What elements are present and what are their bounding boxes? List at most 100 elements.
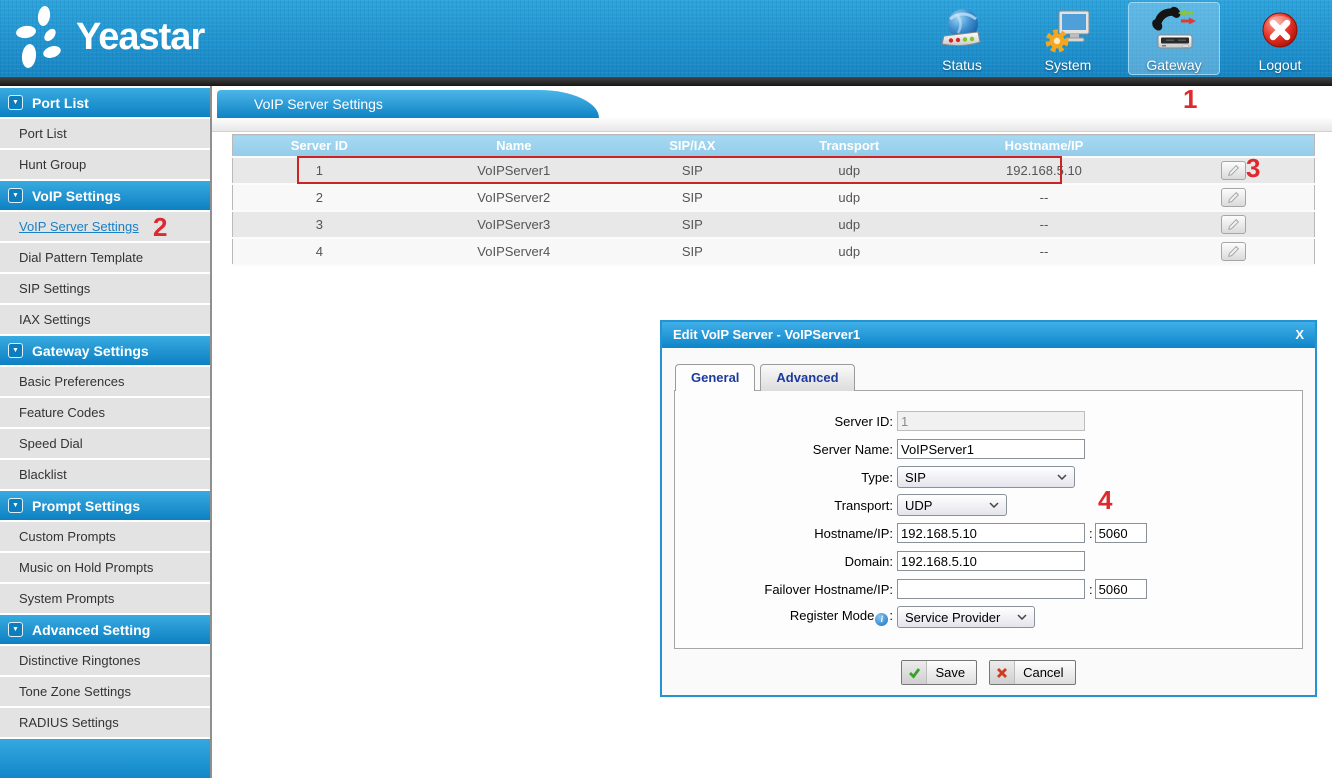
server-id-field: [897, 411, 1085, 431]
cell-server-id: 3: [232, 210, 406, 239]
cell-name: VoIPServer3: [405, 210, 622, 239]
column-header-transport: Transport: [762, 134, 936, 158]
domain-field[interactable]: [897, 551, 1085, 571]
app-header: Yeastar Status System: [0, 0, 1332, 77]
logout-icon: [1262, 12, 1298, 48]
pencil-icon: [1227, 164, 1239, 176]
sidebar-section-prompt-settings[interactable]: ▼ Prompt Settings: [0, 491, 210, 520]
nav-status-label: Status: [942, 57, 982, 73]
port-separator: :: [1089, 525, 1093, 541]
sidebar-item-custom-prompts[interactable]: Custom Prompts: [0, 522, 210, 551]
tab-advanced[interactable]: Advanced: [760, 364, 855, 391]
sidebar-item-label: Port List: [19, 126, 67, 141]
sidebar-item-blacklist[interactable]: Blacklist: [0, 460, 210, 489]
sidebar-item-label: Hunt Group: [19, 157, 87, 172]
sidebar-section-title: Port List: [32, 94, 89, 111]
sidebar-section-voip-settings[interactable]: ▼ VoIP Settings: [0, 181, 210, 210]
collapse-triangle-icon: ▼: [8, 622, 23, 637]
sidebar-section-advanced-setting[interactable]: ▼ Advanced Setting: [0, 615, 210, 644]
sidebar-item-sip-settings[interactable]: SIP Settings: [0, 274, 210, 303]
nav-gateway[interactable]: Gateway: [1128, 2, 1220, 75]
sidebar-item-label: VoIP Server Settings: [19, 219, 139, 234]
chevron-down-icon: [1057, 474, 1067, 480]
sidebar-item-label: SIP Settings: [19, 281, 91, 296]
sidebar-item-label: Music on Hold Prompts: [19, 560, 154, 575]
sidebar-item-hunt-group[interactable]: Hunt Group: [0, 150, 210, 179]
sidebar-item-music-on-hold-prompts[interactable]: Music on Hold Prompts: [0, 553, 210, 582]
save-button[interactable]: Save: [901, 660, 978, 685]
failover-field[interactable]: [897, 579, 1085, 599]
system-icon: [1045, 10, 1090, 53]
sidebar-item-system-prompts[interactable]: System Prompts: [0, 584, 210, 613]
column-header-hostname-ip: Hostname/IP: [935, 134, 1153, 158]
x-icon: [990, 661, 1016, 684]
type-select[interactable]: SIP: [897, 466, 1075, 488]
sidebar-item-basic-preferences[interactable]: Basic Preferences: [0, 367, 210, 396]
sidebar-section-title: Prompt Settings: [32, 497, 141, 514]
nav-system[interactable]: System: [1022, 2, 1114, 75]
cell-server-id: 2: [232, 183, 406, 212]
top-nav: Status System: [916, 2, 1326, 75]
cell-name: VoIPServer1: [405, 156, 622, 185]
edit-row-button[interactable]: [1220, 160, 1246, 180]
column-header-name: Name: [405, 134, 622, 158]
status-icon: [941, 9, 981, 47]
pencil-icon: [1227, 245, 1239, 257]
sidebar-item-port-list[interactable]: Port List: [0, 119, 210, 148]
field-row-failover: Failover Hostname/IP: :: [675, 575, 1302, 603]
field-row-transport: Transport: UDP: [675, 491, 1302, 519]
tab-strip: [212, 118, 1332, 132]
tab-general[interactable]: General: [675, 364, 756, 391]
table-row: 2 VoIPServer2 SIP udp --: [232, 183, 1315, 212]
nav-status[interactable]: Status: [916, 2, 1008, 75]
close-icon[interactable]: X: [1295, 327, 1304, 342]
voip-server-table: Server ID Name SIP/IAX Transport Hostname/IP…: [232, 134, 1315, 266]
register-mode-select[interactable]: Service Provider: [897, 606, 1035, 628]
sidebar-item-radius-settings[interactable]: RADIUS Settings: [0, 708, 210, 737]
sidebar-item-speed-dial[interactable]: Speed Dial: [0, 429, 210, 458]
cell-sip-iax: SIP: [622, 237, 763, 266]
dialog-title: Edit VoIP Server - VoIPServer1: [673, 327, 861, 342]
cell-transport: udp: [762, 156, 936, 185]
edit-row-button[interactable]: [1220, 241, 1246, 261]
failover-port-field[interactable]: [1094, 579, 1147, 599]
sidebar-item-feature-codes[interactable]: Feature Codes: [0, 398, 210, 427]
sidebar-section-port-list[interactable]: ▼ Port List: [0, 88, 210, 117]
hostname-field[interactable]: [897, 523, 1085, 543]
sidebar-sections: ▼ Port List Port List Hunt Group ▼ VoIP …: [0, 88, 210, 739]
dialog-general-panel: Server ID: Server Name: Type: SIP Transp…: [674, 390, 1303, 649]
field-row-register-mode: Register Mode i: Service Provider: [675, 603, 1302, 631]
info-icon[interactable]: i: [875, 612, 889, 626]
chevron-down-icon: [1017, 614, 1027, 620]
sidebar-item-voip-server-settings[interactable]: VoIP Server Settings: [0, 212, 210, 241]
cancel-button[interactable]: Cancel: [989, 660, 1076, 685]
collapse-triangle-icon: ▼: [8, 188, 23, 203]
sidebar-section-title: Gateway Settings: [32, 342, 149, 359]
yeastar-flower-icon: [16, 6, 61, 68]
column-header-sip-iax: SIP/IAX: [622, 134, 763, 158]
sidebar-section-gateway-settings[interactable]: ▼ Gateway Settings: [0, 336, 210, 365]
transport-select[interactable]: UDP: [897, 494, 1007, 516]
sidebar-item-dial-pattern-template[interactable]: Dial Pattern Template: [0, 243, 210, 272]
field-row-server-id: Server ID:: [675, 407, 1302, 435]
server-name-field[interactable]: [897, 439, 1085, 459]
sidebar-filler: [0, 739, 210, 778]
cell-hostname: --: [935, 237, 1153, 266]
type-label: Type:: [861, 469, 893, 485]
edit-row-button[interactable]: [1220, 187, 1246, 207]
sidebar-item-distinctive-ringtones[interactable]: Distinctive Ringtones: [0, 646, 210, 675]
sidebar-item-tone-zone-settings[interactable]: Tone Zone Settings: [0, 677, 210, 706]
cell-hostname: --: [935, 183, 1153, 212]
edit-voip-server-dialog: Edit VoIP Server - VoIPServer1 X General…: [660, 320, 1317, 697]
edit-row-button[interactable]: [1220, 214, 1246, 234]
cell-sip-iax: SIP: [622, 210, 763, 239]
sidebar-item-label: Distinctive Ringtones: [19, 653, 141, 668]
hostname-port-field[interactable]: [1094, 523, 1147, 543]
field-row-server-name: Server Name:: [675, 435, 1302, 463]
nav-logout[interactable]: Logout: [1234, 2, 1326, 75]
collapse-triangle-icon: ▼: [8, 343, 23, 358]
field-row-hostname: Hostname/IP: :: [675, 519, 1302, 547]
sidebar-item-label: Custom Prompts: [19, 529, 116, 544]
sidebar-item-iax-settings[interactable]: IAX Settings: [0, 305, 210, 334]
dialog-buttons: Save Cancel: [662, 660, 1315, 685]
